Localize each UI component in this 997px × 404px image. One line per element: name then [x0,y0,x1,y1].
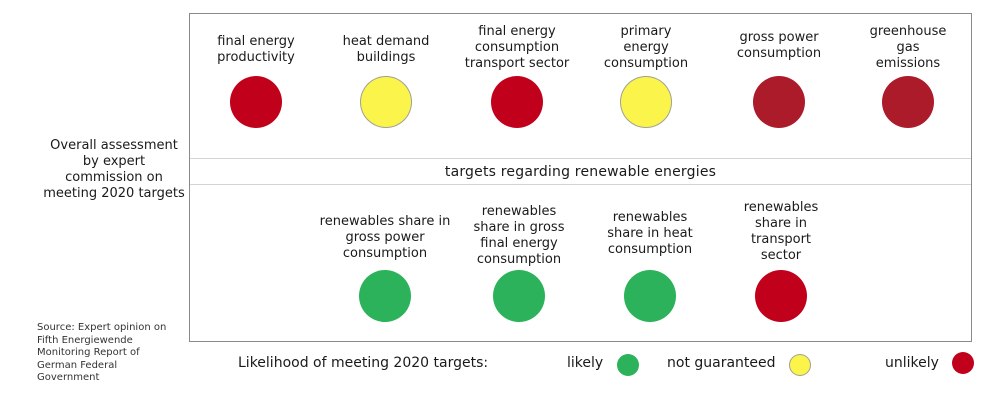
renewable-target-label-line: consumption [476,252,562,267]
target-label-line: productivity [217,50,295,65]
target-status-circle [230,76,282,128]
source-note-line: Source: Expert opinion on [37,322,167,333]
target-label: greenhouse gas emissions [838,24,978,72]
target-label-line: consumption [474,40,560,55]
target-status-circle [491,76,543,128]
overall-assessment-label: Overall assessment by expert commission … [38,138,190,202]
renewable-target-label-line: share in heat [607,226,693,241]
source-note-line: German Federal [37,359,118,371]
source-note-line: Monitoring Report of [37,347,140,358]
legend-title: Likelihood of meeting 2020 targets: [238,355,489,371]
overall-assessment-line: meeting 2020 targets [43,186,185,201]
legend-likely-label: likely [567,355,604,371]
target-label: final energy consumption transport sector [447,24,587,72]
target-label-line: emissions [875,56,941,71]
assessment-panel: targets regarding renewable energies fin… [189,13,972,342]
legend-unlikely-label: unlikely [885,355,939,371]
overall-assessment-line: by expert [82,154,146,169]
target-status-circle [360,76,412,128]
target-label-line: primary [620,24,672,39]
source-note-line: Fifth Energiewende [37,334,133,346]
legend-not-guaranteed-circle [789,354,811,376]
target-label-line: greenhouse [869,24,947,39]
renewable-target-label-line: renewables [612,210,688,225]
renewable-target-label-line: renewables [481,204,557,219]
legend-not-guaranteed-label: not guaranteed [667,355,776,371]
target-label-line: buildings [356,50,416,65]
target-label-line: energy [623,40,669,55]
source-note: Source: Expert opinion on Fifth Energiew… [37,322,187,385]
renewable-target-label-line: final energy [480,236,558,251]
renewable-target-label-line: renewables [743,200,819,215]
renewable-target-label-line: renewables share in [319,214,451,229]
target-label-line: final energy [217,34,295,49]
target-label-line: heat demand [342,34,430,49]
renewable-target-label-line: consumption [342,246,428,261]
target-label-line: consumption [603,56,689,71]
renewable-target-status-circle [359,270,411,322]
renewable-target-label: renewables share in gross final energy cons… [449,204,589,268]
renewable-target-status-circle [755,270,807,322]
target-status-circle [753,76,805,128]
renewable-target-label-line: transport [750,232,812,247]
renewable-target-status-circle [493,270,545,322]
target-label: final energy productivity [186,34,326,66]
renewable-target-label-line: share in [754,216,808,231]
renewable-target-label-line: consumption [607,242,693,257]
renewable-target-status-circle [624,270,676,322]
target-label-line: gas [896,40,920,55]
target-status-circle [620,76,672,128]
target-status-circle [882,76,934,128]
target-label-line: gross power [739,30,819,45]
target-label: primary energy consumption [576,24,716,72]
overall-assessment-line: Overall assessment [50,138,178,153]
target-label: gross power consumption [709,30,849,62]
legend-unlikely-circle [952,352,974,374]
target-label: heat demand buildings [316,34,456,66]
renewables-band-title: targets regarding renewable energies [190,158,971,185]
renewable-target-label-line: share in gross [473,220,565,235]
renewable-target-label: renewables share in gross power consumptio… [315,214,455,262]
renewable-target-label-line: gross power [345,230,425,245]
target-label-line: transport sector [464,56,570,71]
target-label-line: consumption [736,46,822,61]
overall-assessment-line: commission on [65,170,163,185]
source-note-line: Government [37,372,100,383]
target-label-line: final energy [478,24,556,39]
legend-likely-circle [617,354,639,376]
renewable-target-label-line: sector [760,248,802,263]
renewable-target-label: renewables share in transport sector [711,200,851,264]
renewable-target-label: renewables share in heat consumption [580,210,720,258]
